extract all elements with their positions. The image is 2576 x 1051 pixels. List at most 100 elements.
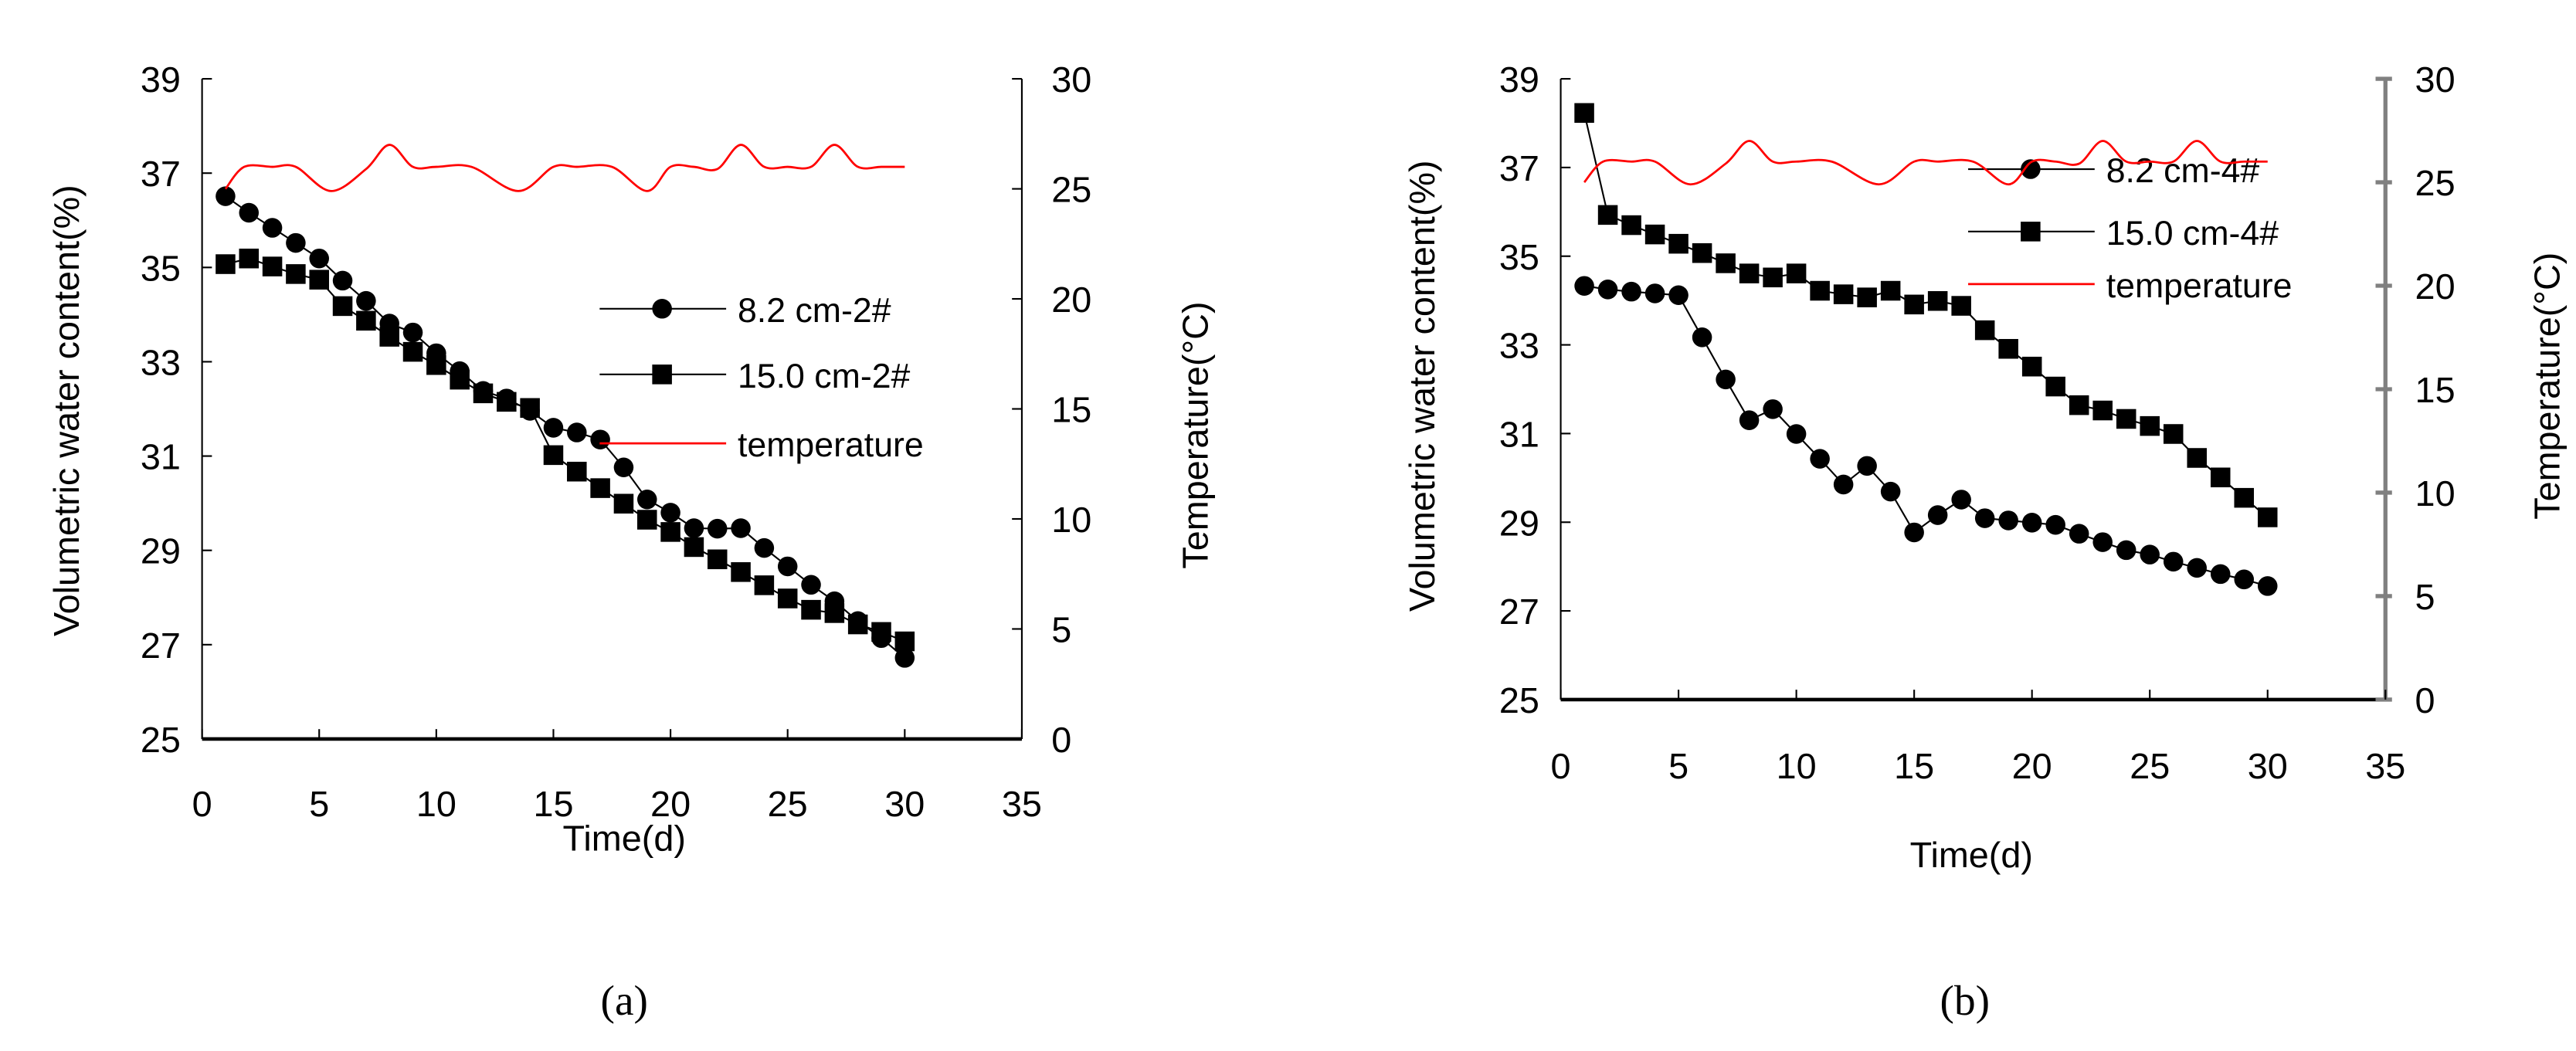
chart-a-data-point-square bbox=[426, 354, 446, 375]
chart-a-y2tick-label: 25 bbox=[1051, 170, 1091, 210]
chart-b-data-point-circle bbox=[2069, 524, 2089, 544]
chart-a-data-point-circle bbox=[777, 556, 798, 577]
chart-b-legend-label: 15.0 cm-4# bbox=[2106, 215, 2279, 253]
chart-b-data-point-circle bbox=[1951, 490, 1971, 510]
chart-b-y2tick-label: 20 bbox=[2415, 266, 2456, 307]
chart-a-data-point-circle bbox=[332, 270, 353, 291]
chart-b-data-point-square bbox=[1621, 215, 1641, 236]
chart-b-data-point-square bbox=[2021, 356, 2042, 377]
chart-a-data-point-circle bbox=[731, 518, 751, 538]
chart-a: Volumetric water content(%) Temperature(… bbox=[46, 59, 1215, 1024]
chart-b-data-point-square bbox=[2092, 400, 2113, 421]
chart-b-temperature-line bbox=[1583, 140, 2268, 186]
chart-a-xtick-label: 5 bbox=[309, 784, 329, 824]
chart-a-data-point-square bbox=[497, 392, 517, 412]
chart-a-xtick-label: 35 bbox=[1002, 784, 1042, 824]
chart-a-data-point-circle bbox=[754, 537, 775, 558]
chart-b-xtick-label: 10 bbox=[1777, 746, 1817, 786]
chart-b-data-point-circle bbox=[2140, 544, 2160, 564]
chart-a-y2tick-label: 15 bbox=[1051, 390, 1091, 430]
chart-a-xtick-label: 30 bbox=[884, 784, 925, 824]
chart-b-data-point-square bbox=[2116, 409, 2136, 429]
chart-b-ytick-label: 37 bbox=[1499, 148, 1539, 188]
chart-b-data-point-square bbox=[1739, 263, 1760, 283]
chart-b-legend-label: temperature bbox=[2106, 267, 2293, 305]
chart-a-data-point-circle bbox=[660, 503, 680, 523]
chart-a-temperature-line bbox=[224, 144, 905, 192]
chart-b-data-point-circle bbox=[2257, 576, 2278, 596]
chart-b-data-point-circle bbox=[2163, 551, 2184, 572]
chart-b-data-point-square bbox=[2257, 507, 2278, 527]
chart-a-data-point-square bbox=[707, 549, 728, 570]
chart-b-data-point-square bbox=[2187, 448, 2207, 468]
chart-b-legend-entry: 15.0 cm-4# bbox=[1968, 215, 2279, 253]
chart-a-data-point-square bbox=[731, 562, 751, 582]
chart-a-data-point-circle bbox=[286, 232, 306, 253]
chart-a-data-point-circle bbox=[262, 218, 283, 238]
chart-a-data-point-square bbox=[590, 478, 610, 498]
chart-b-data-point-circle bbox=[2116, 540, 2136, 561]
chart-b-data-point-square bbox=[2140, 415, 2160, 436]
chart-a-y2tick-label: 30 bbox=[1051, 59, 1091, 100]
chart-b-data-point-circle bbox=[1716, 369, 1736, 390]
chart-b-ytick-label: 33 bbox=[1499, 326, 1539, 366]
chart-a-data-point-circle bbox=[894, 648, 915, 668]
chart-b-data-point-circle bbox=[1904, 522, 1924, 543]
chart-a-data-point-square bbox=[216, 254, 236, 274]
chart-a-ytick-label: 35 bbox=[141, 248, 181, 288]
chart-a-data-point-circle bbox=[567, 422, 587, 442]
chart-b-data-point-circle bbox=[2021, 513, 2042, 533]
chart-b-data-point-square bbox=[1974, 320, 1995, 341]
chart-a-y2tick-label: 10 bbox=[1051, 500, 1091, 540]
chart-b-data-point-circle bbox=[1621, 281, 1641, 302]
chart-a-data-point-square bbox=[332, 296, 353, 317]
chart-b-data-point-circle bbox=[1597, 280, 1618, 300]
chart-b-ytick-label: 27 bbox=[1499, 592, 1539, 632]
chart-a-legend-entry: temperature bbox=[599, 426, 924, 464]
chart-a-data-point-square bbox=[613, 493, 634, 514]
chart-a-data-point-square bbox=[660, 522, 680, 542]
chart-a-data-point-square bbox=[847, 614, 868, 635]
chart-a-ytick-label: 25 bbox=[141, 720, 181, 760]
chart-b-legend-entry: 8.2 cm-4# bbox=[1968, 152, 2259, 190]
chart-b-data-point-square bbox=[1692, 242, 1712, 263]
chart-b-data-point-square bbox=[1716, 253, 1736, 273]
chart-a-xtick-label: 15 bbox=[533, 784, 573, 824]
chart-b-y2label: Temperature(°C) bbox=[2527, 253, 2568, 520]
chart-b-data-point-square bbox=[2210, 467, 2231, 488]
chart-a-data-point-circle bbox=[356, 290, 376, 311]
chart-b-data-point-circle bbox=[1739, 410, 1760, 430]
chart-a-y2tick-label: 5 bbox=[1051, 609, 1071, 649]
chart-b-data-point-circle bbox=[2092, 532, 2113, 552]
chart-b-data-point-circle bbox=[1833, 474, 1854, 495]
chart-b-data-point-circle bbox=[2187, 558, 2207, 578]
chart-b-data-point-square bbox=[1880, 280, 1901, 301]
chart-a-data-point-circle bbox=[801, 575, 821, 595]
chart-b-data-point-square bbox=[1998, 338, 2018, 359]
chart-a-ytick-label: 39 bbox=[141, 59, 181, 100]
chart-a-data-point-square bbox=[801, 599, 821, 620]
chart-b-data-point-circle bbox=[1574, 276, 1594, 296]
chart-a-data-point-square bbox=[473, 383, 494, 404]
chart-b-data-point-square bbox=[1644, 224, 1665, 245]
chart-a-data-point-circle bbox=[402, 322, 423, 343]
chart-b-data-point-square bbox=[1574, 103, 1594, 124]
chart-a-xtick-label: 10 bbox=[416, 784, 456, 824]
chart-a-ytick-label: 37 bbox=[141, 154, 181, 194]
chart-a-legend-label: 15.0 cm-2# bbox=[738, 358, 911, 395]
chart-b-y2tick-label: 25 bbox=[2415, 163, 2456, 203]
chart-b-xlabel: Time(d) bbox=[1910, 835, 2033, 875]
chart-b-data-point-square bbox=[1904, 294, 1924, 315]
chart-a-xtick-label: 25 bbox=[768, 784, 808, 824]
chart-a-data-point-square bbox=[356, 310, 376, 331]
chart-b-data-point-square bbox=[1810, 280, 1830, 301]
chart-a-data-point-square bbox=[309, 270, 329, 290]
chart-b-data-point-circle bbox=[1974, 508, 1995, 528]
chart-a-legend-entry: 8.2 cm-2# bbox=[599, 292, 891, 330]
chart-b-y2tick-label: 10 bbox=[2415, 473, 2456, 514]
chart-a-data-point-square bbox=[754, 575, 775, 595]
chart-a-data-point-square bbox=[520, 398, 540, 419]
chart-a-ytick-label: 31 bbox=[141, 437, 181, 477]
chart-b-data-point-circle bbox=[1810, 449, 1830, 469]
chart-b-data-point-square bbox=[1857, 287, 1877, 307]
